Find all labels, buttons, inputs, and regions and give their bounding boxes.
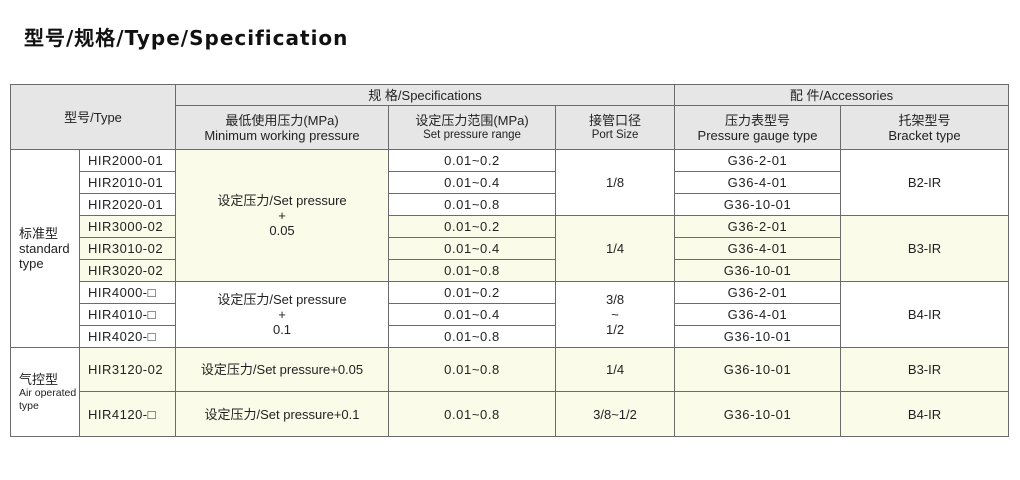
table-row: 气控型 Air operated type HIR3120-02 设定压力/Se… — [10, 347, 1010, 437]
model-cell: HIR2020-01 — [78, 193, 177, 216]
category-standard-en-2: type — [19, 256, 44, 271]
port-size-group-b: 1/4 — [555, 215, 676, 282]
specification-table: 型号/Type 规 格/Specifications 配 件/Accessori… — [9, 84, 1010, 437]
set-range-header: 设定压力范围(MPa) Set pressure range — [388, 105, 557, 150]
table-row: HIR4000-□ 设定压力/Set pressure + 0.1 0.01~0… — [11, 281, 1010, 348]
range-cell: 0.01~0.2 — [388, 281, 557, 304]
gauge-cell: G36-2-01 — [674, 281, 842, 304]
port-size-header: 接管口径 Port Size — [555, 105, 676, 150]
model-cell: HIR3010-02 — [78, 237, 177, 260]
range-cell: 0.01~0.8 — [388, 193, 557, 216]
min-pressure-group-1: 设定压力/Set pressure + 0.05 — [175, 149, 390, 282]
model-cell: HIR3000-02 — [78, 215, 177, 238]
gauge-cell: G36-2-01 — [674, 149, 842, 172]
category-air-en-2: type — [19, 399, 39, 412]
bracket-header-cn: 托架型号 — [898, 112, 951, 128]
model-cell: HIR2010-01 — [78, 171, 177, 194]
min-pressure-group-2-line3: 0.1 — [272, 322, 292, 337]
min-pressure-group-1-line3: 0.05 — [269, 223, 295, 238]
gauge-header-en: Pressure gauge type — [697, 127, 818, 143]
gauge-cell: G36-4-01 — [674, 303, 842, 326]
bracket-header-en: Bracket type — [888, 127, 961, 143]
table-row: HIR4120-□ 设定压力/Set pressure+0.1 0.01~0.8… — [11, 391, 1010, 437]
gauge-cell: G36-10-01 — [674, 325, 842, 348]
model-cell: HIR3020-02 — [78, 259, 177, 282]
min-pressure-header-en: Minimum working pressure — [204, 127, 360, 143]
type-header: 型号/Type — [9, 84, 177, 150]
bracket-group-c: B4-IR — [840, 281, 1010, 348]
port-size-cell: 1/4 — [555, 347, 676, 392]
model-cell: HIR4010-□ — [78, 303, 177, 326]
port-size-group-c-line3: 1/2 — [605, 322, 625, 337]
min-pressure-group-2: 设定压力/Set pressure + 0.1 — [175, 281, 390, 348]
accessories-header: 配 件/Accessories — [674, 84, 1010, 106]
min-pressure-group-2-line1: 设定压力/Set pressure — [217, 292, 347, 307]
min-pressure-cell: 设定压力/Set pressure+0.1 — [175, 391, 390, 437]
page-title: 型号/规格/Type/Specification — [24, 26, 349, 50]
gauge-cell: G36-4-01 — [674, 171, 842, 194]
bracket-group-a: B2-IR — [840, 149, 1010, 216]
bracket-cell: B3-IR — [840, 347, 1010, 392]
table-row: HIR2020-01 0.01~0.8 G36-10-01 — [11, 193, 1009, 216]
bracket-group-b: B3-IR — [840, 215, 1010, 282]
range-cell: 0.01~0.8 — [388, 325, 557, 348]
port-size-cell: 3/8~1/2 — [555, 391, 676, 437]
model-cell: HIR2000-01 — [78, 149, 177, 172]
range-cell: 0.01~0.8 — [388, 259, 557, 282]
model-cell: HIR4120-□ — [78, 391, 177, 437]
category-air-en-1: Air operated — [19, 386, 77, 399]
category-standard-cn: 标准型 — [19, 226, 59, 241]
gauge-cell: G36-10-01 — [674, 259, 842, 282]
model-cell: HIR4000-□ — [78, 281, 177, 304]
gauge-cell: G36-4-01 — [674, 237, 842, 260]
gauge-header: 压力表型号 Pressure gauge type — [674, 105, 842, 150]
category-air-operated: 气控型 Air operated type — [10, 347, 80, 437]
specifications-header: 规 格/Specifications — [175, 84, 676, 106]
range-cell: 0.01~0.2 — [388, 215, 557, 238]
table-row: HIR4020-□ 0.01~0.8 G36-10-01 — [11, 325, 1009, 348]
range-cell: 0.01~0.8 — [388, 347, 557, 392]
gauge-cell: G36-10-01 — [674, 347, 842, 392]
min-pressure-cell: 设定压力/Set pressure+0.05 — [175, 347, 390, 392]
range-cell: 0.01~0.8 — [388, 391, 557, 437]
port-size-group-c-line1: 3/8 — [605, 292, 625, 307]
port-size-group-c-line2: ~ — [611, 307, 619, 322]
port-size-header-cn: 接管口径 — [589, 112, 642, 128]
category-standard-en-1: standard — [19, 241, 70, 256]
gauge-cell: G36-10-01 — [674, 391, 842, 437]
port-size-group-c: 3/8 ~ 1/2 — [555, 281, 676, 348]
range-cell: 0.01~0.4 — [388, 303, 557, 326]
min-pressure-header: 最低使用压力(MPa) Minimum working pressure — [175, 105, 390, 150]
category-standard: 标准型 standard type — [10, 149, 80, 348]
gauge-cell: G36-10-01 — [674, 193, 842, 216]
min-pressure-group-2-line2: + — [278, 307, 286, 322]
table-row: HIR2010-01 0.01~0.4 G36-4-01 — [11, 171, 1009, 194]
gauge-header-cn: 压力表型号 — [725, 112, 791, 128]
bracket-header: 托架型号 Bracket type — [840, 105, 1010, 150]
table-row: 标准型 standard type HIR2000-01 设定压力/Set pr… — [10, 149, 1010, 348]
set-range-header-en: Set pressure range — [423, 128, 521, 141]
model-cell: HIR4020-□ — [78, 325, 177, 348]
range-cell: 0.01~0.4 — [388, 171, 557, 194]
min-pressure-group-1-line1: 设定压力/Set pressure — [217, 193, 347, 208]
set-range-header-cn: 设定压力范围(MPa) — [415, 112, 529, 128]
range-cell: 0.01~0.4 — [388, 237, 557, 260]
gauge-cell: G36-2-01 — [674, 215, 842, 238]
model-cell: HIR3120-02 — [78, 347, 177, 392]
port-size-header-en: Port Size — [591, 128, 639, 141]
table-row: HIR3020-02 0.01~0.8 G36-10-01 — [11, 259, 1009, 282]
port-size-group-a: 1/8 — [555, 149, 676, 216]
table-row: HIR4010-□ 0.01~0.4 G36-4-01 — [11, 303, 1009, 326]
range-cell: 0.01~0.2 — [388, 149, 557, 172]
bracket-cell: B4-IR — [840, 391, 1010, 437]
table-row: HIR3000-02 0.01~0.2 1/4 G36-2-01 B3-IR — [11, 215, 1010, 282]
category-air-cn: 气控型 — [19, 371, 59, 387]
min-pressure-group-1-line2: + — [278, 208, 286, 223]
min-pressure-header-cn: 最低使用压力(MPa) — [225, 112, 339, 128]
